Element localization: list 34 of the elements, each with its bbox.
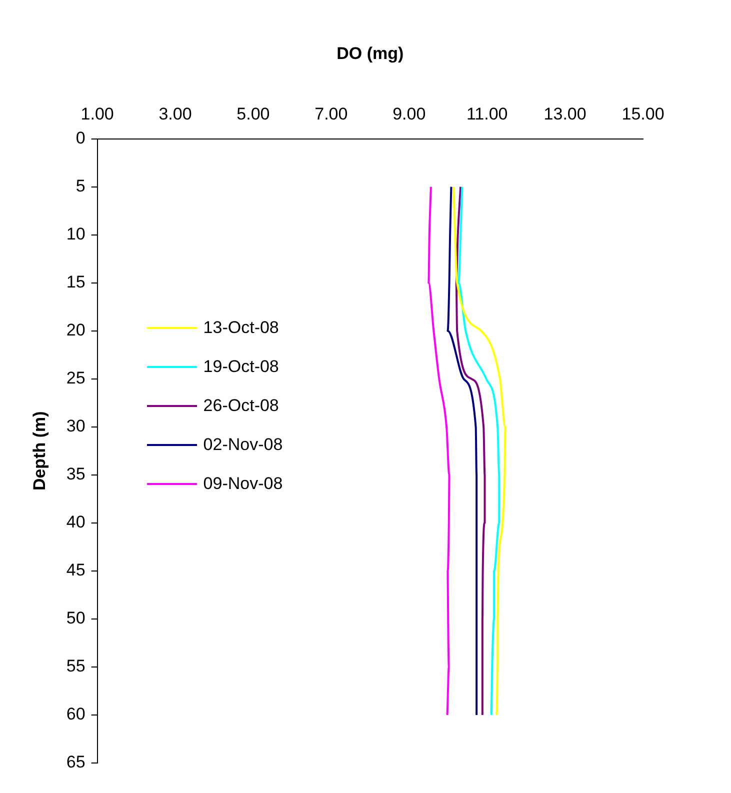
legend-label: 26-Oct-08 [203,396,279,416]
y-tick-label: 35 [66,464,86,484]
y-tick-label: 55 [66,656,86,676]
x-axis-title: DO (mg) [336,44,404,63]
y-tick-label: 50 [66,608,86,628]
x-tick-label: 1.00 [80,104,114,124]
y-tick-label: 5 [76,176,86,196]
legend-label: 13-Oct-08 [203,318,279,338]
y-tick-label: 40 [66,512,86,532]
y-tick-label: 65 [66,752,86,772]
line-series [446,186,478,716]
y-tick-label: 45 [66,560,86,580]
x-tick-label: 7.00 [314,104,348,124]
y-tick-label: 25 [66,368,86,388]
legend-label: 09-Nov-08 [203,474,283,494]
line-series [455,186,486,716]
line-series [452,186,506,716]
legend-label: 19-Oct-08 [203,357,279,378]
legend-label: 02-Nov-08 [203,435,283,456]
x-tick-label: 5.00 [236,104,270,124]
y-tick-label: 15 [66,272,86,292]
y-tick-label: 10 [66,224,86,244]
x-tick-label: 9.00 [392,104,426,124]
y-tick-label: 20 [66,320,86,340]
x-tick-label: 15.00 [622,104,664,124]
y-tick-label: 60 [66,704,86,724]
y-tick-label: 0 [76,128,86,148]
line-series [428,186,450,716]
x-tick-label: 11.00 [466,104,508,124]
y-tick-label: 30 [66,416,86,436]
y-axis-title: Depth (m) [30,411,49,491]
x-tick-label: 13.00 [544,104,586,124]
line-series [458,186,500,716]
x-tick-label: 3.00 [158,104,192,124]
